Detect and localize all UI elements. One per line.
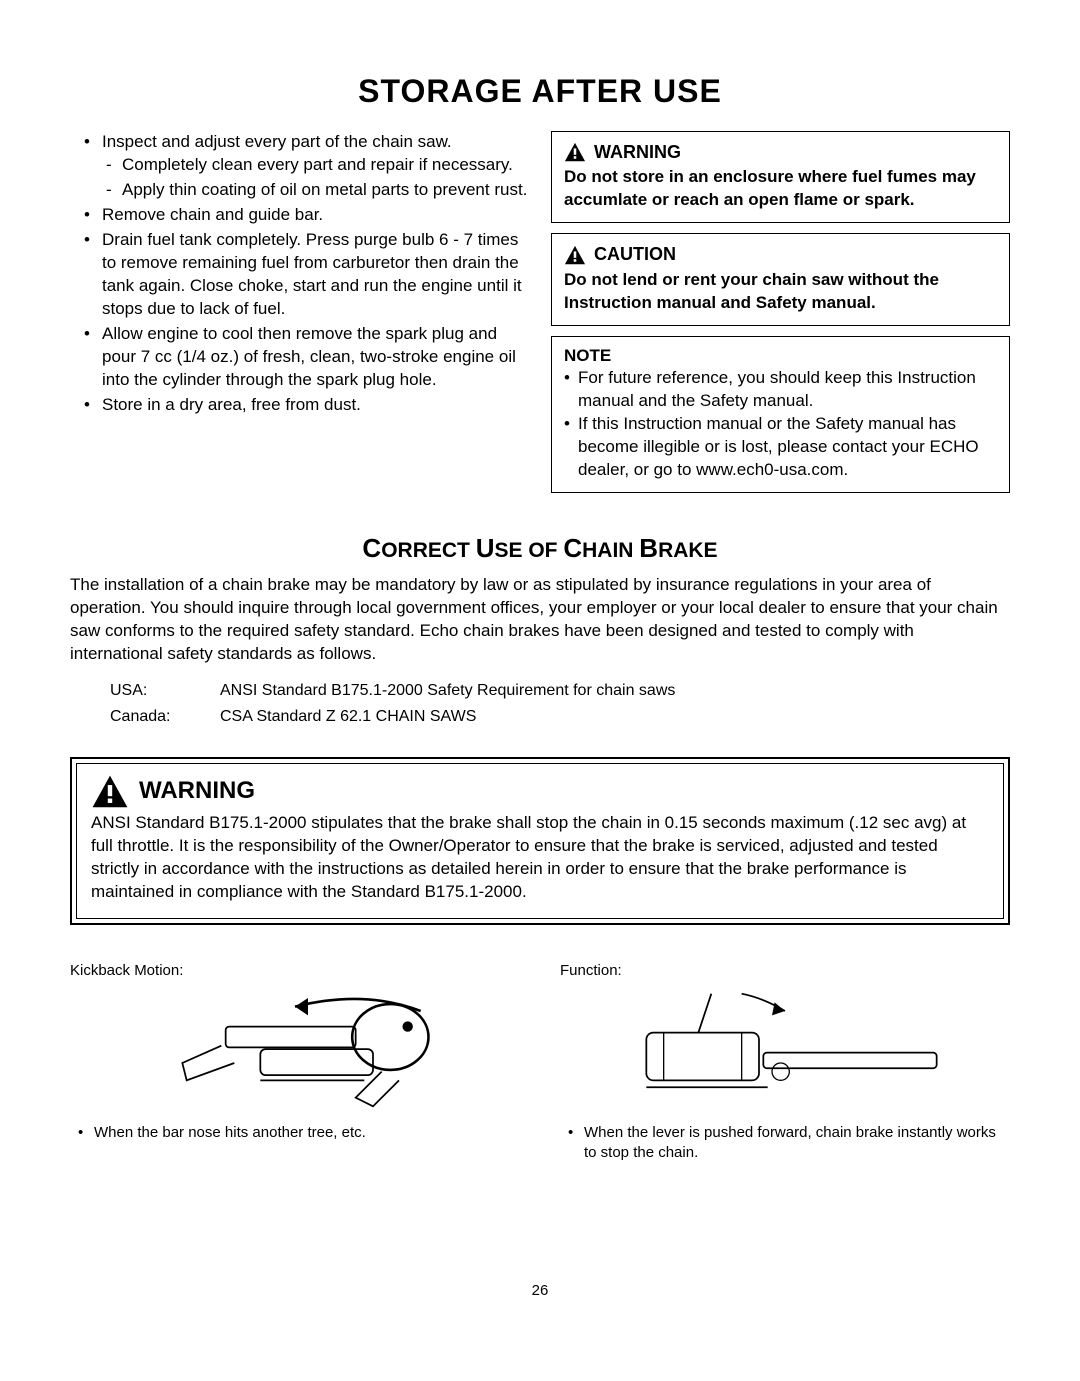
bullet-text: Inspect and adjust every part of the cha…: [102, 132, 452, 151]
kickback-label: Kickback Motion:: [70, 961, 520, 981]
warning-triangle-icon: [564, 245, 586, 265]
list-item: Remove chain and guide bar.: [70, 204, 529, 227]
list-item: Drain fuel tank completely. Press purge …: [70, 229, 529, 321]
note-box: NOTE For future reference, you should ke…: [551, 336, 1010, 494]
note-label: NOTE: [564, 345, 997, 368]
function-label: Function:: [560, 961, 1010, 981]
warning-triangle-icon: [564, 142, 586, 162]
title-part: HAIN: [582, 539, 639, 562]
standard-country: Canada:: [110, 706, 220, 728]
function-diagram-col: Function: When the lever is pushed forwa…: [560, 961, 1010, 1164]
big-warning-header: WARNING: [91, 774, 989, 808]
storage-columns: Inspect and adjust every part of the cha…: [70, 131, 1010, 503]
diagram-row: Kickback Motion: When the bar nose hits …: [70, 961, 1010, 1164]
list-item: Inspect and adjust every part of the cha…: [70, 131, 529, 202]
warning-text: Do not store in an enclosure where fuel …: [564, 166, 997, 212]
storage-right-column: WARNING Do not store in an enclosure whe…: [551, 131, 1010, 503]
chain-brake-intro: The installation of a chain brake may be…: [70, 574, 1010, 666]
kickback-caption-list: When the bar nose hits another tree, etc…: [70, 1123, 520, 1143]
function-diagram: [560, 985, 1010, 1115]
warning-triangle-icon: [91, 774, 129, 808]
kickback-caption: When the bar nose hits another tree, etc…: [70, 1123, 520, 1143]
note-list: For future reference, you should keep th…: [564, 367, 997, 482]
list-item: Store in a dry area, free from dust.: [70, 394, 529, 417]
title-part: B: [639, 533, 658, 563]
big-warning-text: ANSI Standard B175.1-2000 stipulates tha…: [91, 812, 989, 904]
title-part: SE: [494, 539, 528, 562]
title-part: U: [476, 533, 495, 563]
page-number: 26: [70, 1281, 1010, 1301]
function-caption-list: When the lever is pushed forward, chain …: [560, 1123, 1010, 1164]
standard-text: CSA Standard Z 62.1 CHAIN SAWS: [220, 706, 476, 728]
sub-list: Completely clean every part and repair i…: [102, 154, 529, 202]
title-part: RAKE: [658, 539, 718, 562]
caution-box: CAUTION Do not lend or rent your chain s…: [551, 233, 1010, 325]
warning-label: WARNING: [594, 140, 681, 164]
big-warning-outer: WARNING ANSI Standard B175.1-2000 stipul…: [70, 757, 1010, 925]
list-item: If this Instruction manual or the Safety…: [564, 413, 997, 482]
title-part: ORRECT: [381, 539, 476, 562]
warning-header: WARNING: [564, 140, 997, 164]
caution-label: CAUTION: [594, 242, 676, 266]
standard-row: USA: ANSI Standard B175.1-2000 Safety Re…: [110, 680, 1010, 702]
storage-left-column: Inspect and adjust every part of the cha…: [70, 131, 529, 503]
standard-row: Canada: CSA Standard Z 62.1 CHAIN SAWS: [110, 706, 1010, 728]
page-title: STORAGE AFTER USE: [70, 70, 1010, 113]
kickback-diagram: [70, 985, 520, 1115]
standard-country: USA:: [110, 680, 220, 702]
list-item: For future reference, you should keep th…: [564, 367, 997, 413]
big-warning-inner: WARNING ANSI Standard B175.1-2000 stipul…: [76, 763, 1004, 919]
kickback-diagram-col: Kickback Motion: When the bar nose hits …: [70, 961, 520, 1164]
list-item: Allow engine to cool then remove the spa…: [70, 323, 529, 392]
function-caption: When the lever is pushed forward, chain …: [560, 1123, 1010, 1164]
warning-box: WARNING Do not store in an enclosure whe…: [551, 131, 1010, 223]
big-warning-label: WARNING: [139, 775, 255, 807]
title-part: C: [563, 533, 582, 563]
list-item: Apply thin coating of oil on metal parts…: [102, 179, 529, 202]
list-item: Completely clean every part and repair i…: [102, 154, 529, 177]
chain-brake-title: CORRECT USE OF CHAIN BRAKE: [70, 531, 1010, 566]
title-part: OF: [528, 539, 563, 562]
caution-header: CAUTION: [564, 242, 997, 266]
caution-text: Do not lend or rent your chain saw witho…: [564, 269, 997, 315]
title-part: C: [362, 533, 381, 563]
standard-text: ANSI Standard B175.1-2000 Safety Require…: [220, 680, 675, 702]
storage-bullet-list: Inspect and adjust every part of the cha…: [70, 131, 529, 416]
